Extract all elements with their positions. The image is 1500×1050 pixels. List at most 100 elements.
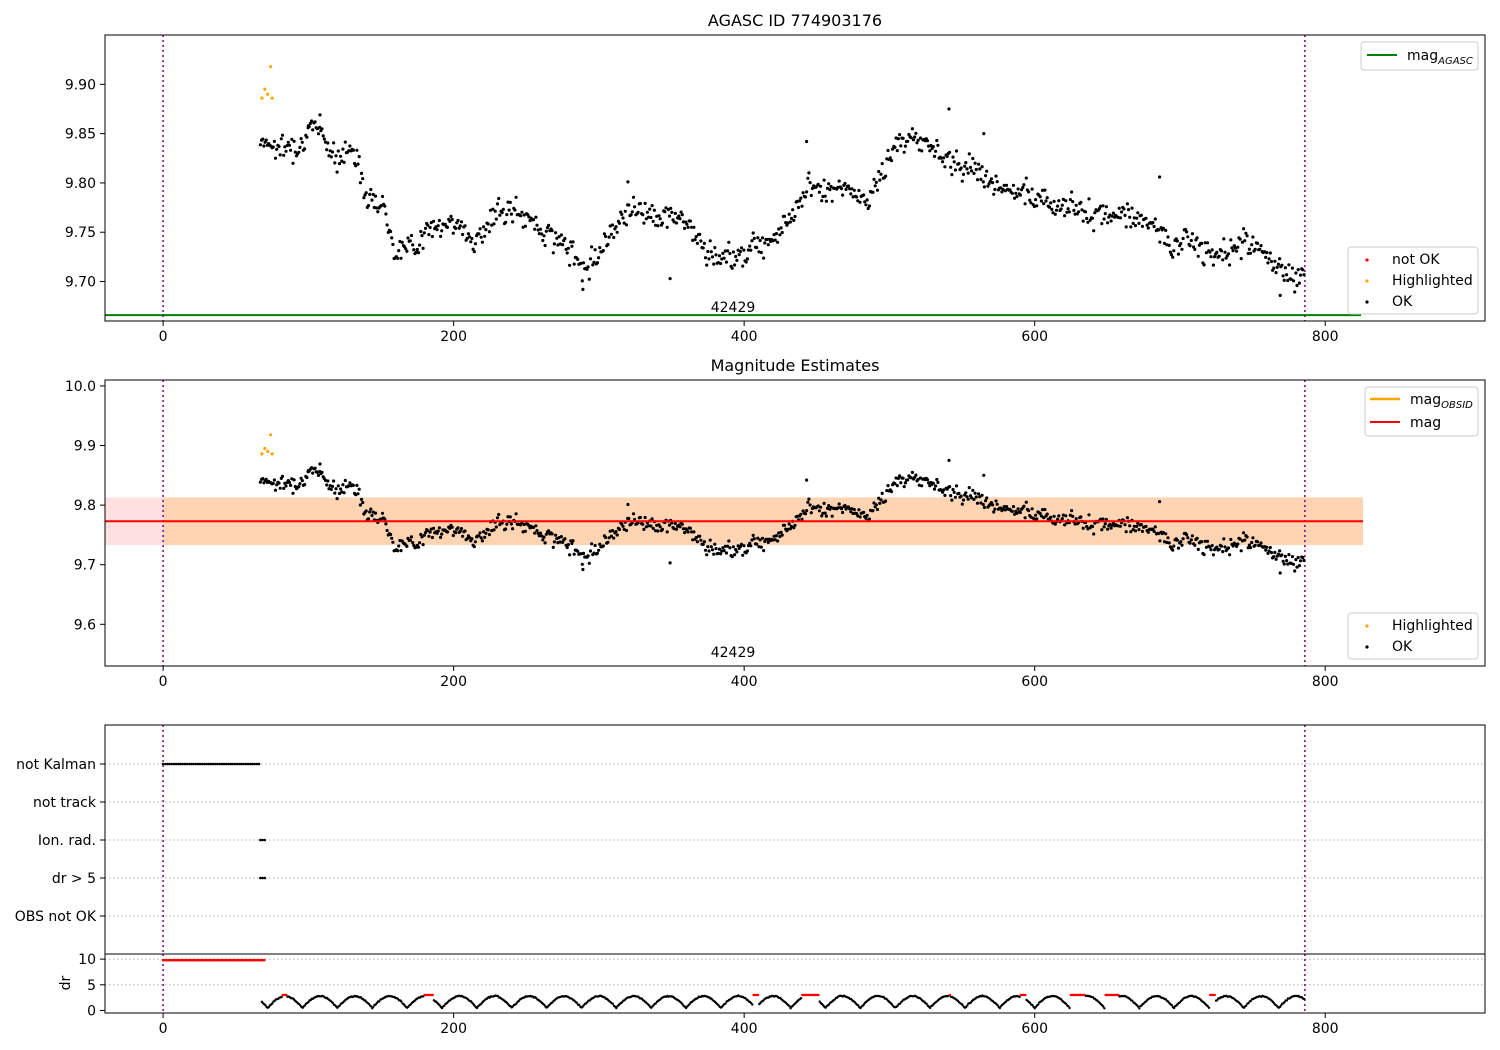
ok-point [1211, 263, 1215, 267]
ok-point [774, 534, 779, 538]
legend-marker-highlighted [1365, 624, 1369, 628]
ok-point [510, 220, 515, 224]
flag-point [246, 762, 250, 766]
ok-point [1193, 543, 1197, 547]
ok-point [497, 512, 501, 517]
ok-point [1190, 534, 1194, 538]
ok-point [1021, 185, 1025, 190]
ok-point [765, 237, 769, 242]
legend-box [1360, 41, 1479, 71]
ok-point [1239, 257, 1243, 261]
ok-point [658, 217, 662, 221]
ok-point [336, 149, 340, 153]
ok-point [855, 195, 859, 199]
flag-point [170, 762, 174, 766]
ok-point [993, 507, 997, 511]
ok-point [1255, 241, 1260, 245]
ok-point [947, 107, 951, 111]
ok-point [258, 143, 262, 147]
y-tick-label: 9.7 [74, 558, 96, 574]
dr-point [1031, 1003, 1034, 1007]
ok-point [748, 244, 752, 248]
ok-point [780, 230, 784, 235]
ok-point [581, 287, 585, 291]
ok-point [763, 241, 767, 245]
ok-point [320, 470, 324, 474]
ok-point [717, 254, 722, 258]
ok-point [1222, 237, 1226, 241]
ok-point [1205, 241, 1210, 245]
ok-point [607, 536, 611, 540]
flag-point [229, 762, 232, 766]
ok-point [409, 233, 414, 238]
flag-point [177, 762, 180, 766]
ok-point [385, 223, 389, 227]
ok-point [621, 216, 625, 220]
ok-point [1024, 500, 1028, 504]
ok-point [1047, 205, 1052, 209]
axes: 0 200 400 600 800 9.70 9.75 9.80 9.85 9.90 [65, 77, 1339, 345]
ok-point [607, 235, 611, 239]
ok-point [954, 484, 959, 488]
ok-point [1092, 229, 1096, 233]
ok-point [858, 515, 862, 519]
ok-point [877, 169, 881, 174]
ok-point [1164, 532, 1168, 536]
ok-point [1108, 522, 1112, 527]
flag-point [240, 762, 243, 766]
ok-point [597, 256, 601, 260]
dr-not-ok-point [174, 958, 177, 962]
ok-point [971, 488, 975, 492]
ok-point [1120, 210, 1124, 214]
ok-point [993, 187, 997, 192]
ok-point [841, 510, 845, 515]
ok-point [879, 498, 883, 502]
ok-point [825, 186, 830, 190]
ok-point [470, 236, 474, 241]
flag-point [207, 762, 211, 766]
ok-point [551, 251, 555, 255]
ok-point [1258, 247, 1262, 251]
ok-point [658, 525, 662, 529]
ok-point [874, 503, 878, 507]
legend-agasc: magAGASC [1360, 41, 1479, 71]
ok-point [1023, 516, 1027, 520]
ok-point [606, 242, 610, 247]
ok-point [1189, 538, 1193, 542]
flag-point [263, 838, 267, 842]
ok-point [791, 208, 795, 212]
ok-point [1034, 513, 1038, 517]
x-tick-label: 800 [1312, 329, 1339, 345]
ok-point [320, 127, 324, 131]
ok-point [1158, 539, 1162, 543]
ok-point [766, 540, 770, 545]
ok-point [1231, 249, 1235, 253]
ok-point [727, 240, 731, 244]
flag-point [249, 762, 252, 766]
ok-point [1136, 211, 1140, 215]
ok-point [456, 218, 460, 223]
dr-not-ok-point [194, 958, 198, 962]
ok-point [318, 125, 322, 129]
ok-point [411, 243, 415, 247]
ok-point [1190, 232, 1194, 236]
dr-point [1303, 997, 1306, 1001]
ok-point [741, 553, 745, 557]
ok-point [1077, 210, 1081, 214]
ok-point [482, 530, 486, 534]
ok-point [961, 172, 966, 176]
ok-point [1099, 204, 1103, 208]
ok-point [522, 213, 526, 217]
ok-point [1161, 226, 1165, 230]
ok-point [408, 538, 412, 542]
dr-point [1245, 1004, 1248, 1007]
ok-point [1139, 213, 1143, 217]
ok-point [966, 171, 970, 175]
flag-point [218, 762, 222, 766]
ok-point [1202, 553, 1206, 557]
ok-point [849, 192, 853, 196]
ok-point [1035, 517, 1039, 521]
ok-point [1212, 255, 1217, 259]
ok-point [714, 547, 718, 551]
ok-point [981, 502, 985, 507]
